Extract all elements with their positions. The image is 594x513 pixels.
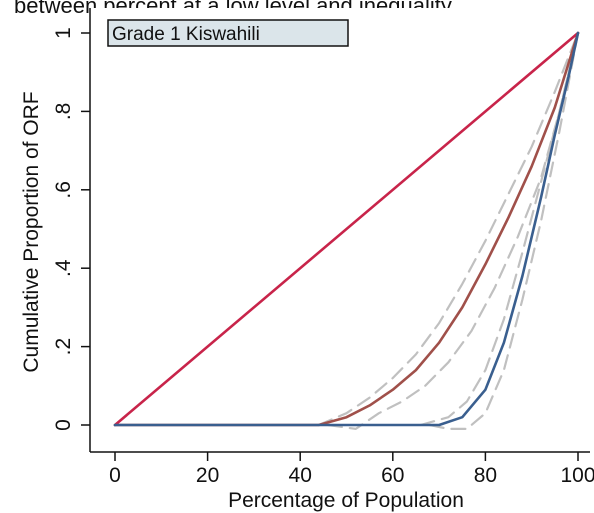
x-tick-label: 40 (289, 464, 312, 487)
y-tick-label: 1 (52, 27, 75, 39)
x-tick-label: 0 (109, 464, 121, 487)
series-line-3 (113, 31, 580, 427)
series-line-5 (326, 31, 580, 430)
chart-title: Grade 1 Kiswahili (112, 24, 260, 45)
axes-layer: 0 20 40 60 80 100 0 .2 .4 .6 .8 1 (52, 8, 594, 487)
x-tick-label: 80 (474, 464, 497, 487)
series-line-2 (113, 31, 580, 427)
x-axis-title: Percentage of Population (228, 489, 464, 512)
series-line-6 (419, 31, 580, 427)
y-tick-label: .4 (52, 259, 75, 277)
series-layer (113, 31, 580, 430)
x-tick-label: 20 (196, 464, 219, 487)
series-line-4 (317, 31, 580, 427)
series-line-7 (428, 31, 580, 430)
plot-background (90, 8, 590, 452)
y-axis-title: Cumulative Proportion of ORF (20, 91, 43, 372)
plot-area (90, 8, 590, 452)
x-tick-label: 60 (381, 464, 404, 487)
x-tick-label: 100 (560, 464, 594, 487)
legend-box (107, 19, 349, 47)
y-tick-label: .6 (52, 181, 75, 199)
y-tick-label: 0 (52, 419, 75, 431)
y-tick-label: .8 (52, 103, 75, 121)
y-tick-label: .2 (52, 338, 75, 356)
series-line-1 (113, 31, 580, 427)
